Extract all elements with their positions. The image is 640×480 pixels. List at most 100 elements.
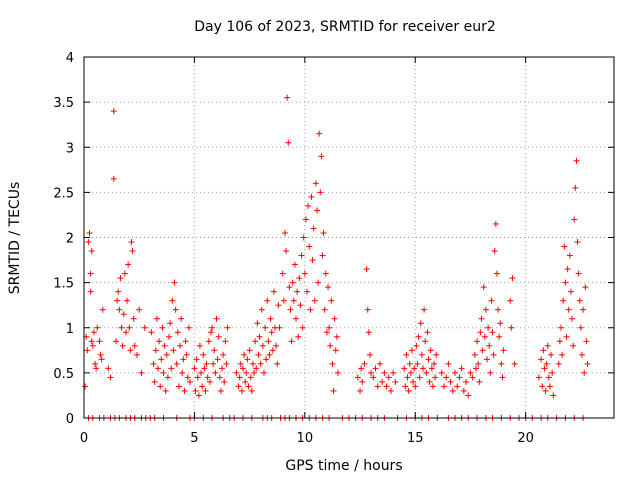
data-point xyxy=(209,324,216,331)
data-point xyxy=(423,369,430,376)
data-point xyxy=(170,347,177,354)
data-point xyxy=(177,342,184,349)
y-tick-label: 2.5 xyxy=(53,186,74,201)
data-point xyxy=(416,374,423,381)
data-point xyxy=(302,216,309,223)
data-point xyxy=(309,257,316,264)
data-point xyxy=(472,365,479,372)
data-point xyxy=(452,369,458,376)
data-point xyxy=(175,383,182,390)
data-point xyxy=(262,324,269,331)
data-point xyxy=(478,315,485,322)
data-point xyxy=(266,351,273,358)
data-point xyxy=(213,315,220,322)
data-point xyxy=(223,360,230,367)
data-point xyxy=(401,365,408,372)
data-point xyxy=(128,239,135,246)
data-point xyxy=(224,324,231,331)
data-point xyxy=(258,306,265,313)
data-point xyxy=(117,275,124,282)
data-point xyxy=(584,360,591,367)
data-point xyxy=(573,157,580,164)
data-point xyxy=(115,288,122,295)
data-point xyxy=(167,320,174,327)
data-point xyxy=(211,347,218,354)
data-point xyxy=(90,329,97,336)
data-point xyxy=(82,383,89,390)
data-point xyxy=(363,266,370,273)
data-point xyxy=(130,315,137,322)
data-point xyxy=(431,360,438,367)
data-point xyxy=(575,270,582,277)
data-point xyxy=(576,297,583,304)
data-point xyxy=(311,297,318,304)
data-point xyxy=(249,360,256,367)
data-point xyxy=(221,378,228,385)
data-point xyxy=(465,392,472,399)
data-point xyxy=(268,329,275,336)
data-point xyxy=(328,297,335,304)
data-point xyxy=(238,387,245,394)
data-point xyxy=(318,153,325,160)
data-point xyxy=(312,180,319,187)
data-point xyxy=(558,324,564,331)
data-point xyxy=(332,347,339,354)
data-point xyxy=(433,351,440,358)
data-point xyxy=(560,297,567,304)
data-point xyxy=(182,338,189,345)
data-point xyxy=(204,374,211,381)
data-point xyxy=(162,387,169,394)
data-point xyxy=(301,270,308,277)
data-point xyxy=(105,365,112,372)
data-point xyxy=(247,374,254,381)
data-point xyxy=(489,329,496,336)
data-points xyxy=(82,94,591,421)
data-point xyxy=(148,329,155,336)
data-point xyxy=(306,243,313,250)
data-point xyxy=(319,252,326,259)
data-point xyxy=(107,374,114,381)
data-point xyxy=(357,387,364,394)
data-point xyxy=(195,392,202,399)
data-point xyxy=(550,392,557,399)
data-point xyxy=(235,383,242,390)
x-tick-label: 5 xyxy=(190,431,198,446)
data-point xyxy=(509,275,516,282)
data-point xyxy=(539,383,546,390)
data-point xyxy=(540,347,547,354)
data-point xyxy=(296,275,303,282)
data-point xyxy=(178,315,185,322)
data-point xyxy=(141,324,148,331)
data-point xyxy=(565,306,572,313)
data-point xyxy=(511,360,518,367)
data-point xyxy=(475,360,482,367)
data-point xyxy=(88,338,95,345)
data-point xyxy=(445,360,452,367)
data-point xyxy=(288,338,295,345)
data-point xyxy=(580,306,587,313)
data-point xyxy=(546,383,553,390)
data-point xyxy=(315,279,322,286)
data-point xyxy=(273,342,280,349)
data-point xyxy=(474,338,481,345)
data-point xyxy=(460,387,467,394)
y-tick-label: 0 xyxy=(66,412,74,427)
data-point xyxy=(317,189,324,196)
data-point xyxy=(219,365,226,372)
data-point xyxy=(544,342,551,349)
data-point xyxy=(366,351,373,358)
x-tick-label: 20 xyxy=(517,431,534,446)
data-point xyxy=(88,248,95,255)
y-tick-label: 1.5 xyxy=(53,277,74,292)
data-point xyxy=(381,369,388,376)
data-point xyxy=(410,378,417,385)
data-point xyxy=(418,351,425,358)
data-point xyxy=(248,387,255,394)
data-point xyxy=(172,306,179,313)
data-point xyxy=(114,297,121,304)
data-point xyxy=(543,360,550,367)
data-point xyxy=(216,374,223,381)
data-point xyxy=(270,288,277,295)
data-point xyxy=(485,324,492,331)
data-point xyxy=(283,248,290,255)
